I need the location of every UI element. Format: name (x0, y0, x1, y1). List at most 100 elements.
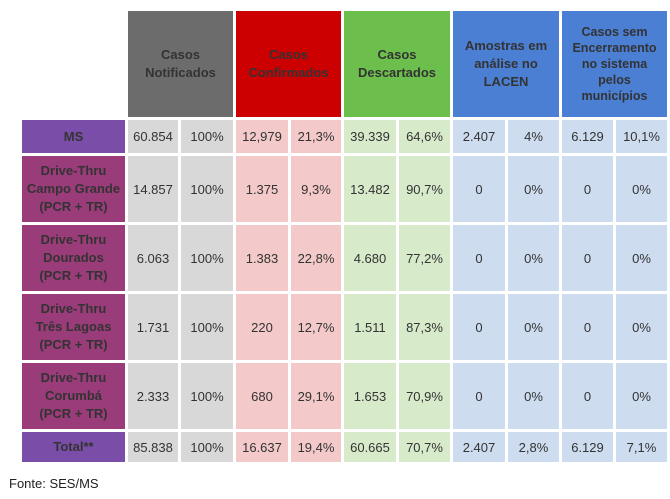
table-cell-encerramento-percent: 7,1% (616, 432, 667, 462)
column-header-descartados: Casos Descartados (344, 11, 450, 117)
table-cell-notificados-percent: 100% (181, 120, 233, 153)
table-cell-descartados-count: 60.665 (344, 432, 396, 462)
table-cell-confirmados-count: 12,979 (236, 120, 288, 153)
row-label: MS (22, 120, 125, 153)
table-cell-descartados-count: 4.680 (344, 225, 396, 291)
row-label: Drive-Thru Três Lagoas (PCR + TR) (22, 294, 125, 360)
table-row: Drive-Thru Três Lagoas (PCR + TR) 1.731 100%… (22, 294, 667, 360)
column-header-line: Casos (377, 47, 417, 62)
column-header-line: Casos (160, 47, 201, 62)
row-label-line: Drive-Thru (40, 370, 107, 385)
table-cell-encerramento-percent: 0% (616, 294, 667, 360)
column-header-line: municípios (581, 89, 648, 103)
column-header-line: Casos sem (581, 25, 648, 39)
table-row: MS 60.854 100% 12,979 21,3% 39.339 64,6% 2.407 4… (22, 120, 667, 153)
column-header-line: Amostras em (464, 38, 548, 53)
table-cell-encerramento-percent: 0% (616, 225, 667, 291)
table-cell-descartados-percent: 90,7% (399, 156, 450, 222)
table-cell-notificados-count: 60.854 (128, 120, 178, 153)
table-cell-confirmados-percent: 21,3% (291, 120, 341, 153)
table-cell-notificados-percent: 100% (181, 363, 233, 429)
header-corner (22, 11, 125, 117)
column-header-line: Confirmados (248, 65, 329, 80)
column-header-line: análise no (474, 56, 538, 71)
row-label: Drive-Thru Dourados (PCR + TR) (22, 225, 125, 291)
row-label-line: Drive-Thru (40, 301, 107, 316)
row-label: Total** (22, 432, 125, 462)
table-cell-notificados-percent: 100% (181, 225, 233, 291)
row-label-line: (PCR + TR) (39, 199, 108, 214)
table-cell-confirmados-count: 220 (236, 294, 288, 360)
table-cell-encerramento-count: 0 (562, 363, 613, 429)
table-cell-descartados-percent: 70,7% (399, 432, 450, 462)
table-cell-descartados-count: 13.482 (344, 156, 396, 222)
table-row: Drive-Thru Campo Grande (PCR + TR) 14.857 10… (22, 156, 667, 222)
table-cell-lacen-percent: 0% (508, 294, 559, 360)
table-cell-notificados-percent: 100% (181, 156, 233, 222)
column-header-confirmados: Casos Confirmados (236, 11, 341, 117)
row-label-line: Total** (53, 439, 94, 454)
table-cell-confirmados-percent: 9,3% (291, 156, 341, 222)
column-header-encerramento: Casos sem Encerramento no sistema pelos muni… (562, 11, 667, 117)
row-label-line: Drive-Thru (40, 232, 107, 247)
row-label-line: Dourados (43, 250, 104, 265)
row-label-line: Drive-Thru (40, 163, 107, 178)
table-cell-lacen-count: 2.407 (453, 432, 505, 462)
table-cell-confirmados-count: 1.383 (236, 225, 288, 291)
table-cell-lacen-count: 0 (453, 363, 505, 429)
table-cell-descartados-percent: 77,2% (399, 225, 450, 291)
row-label-line: (PCR + TR) (39, 406, 108, 421)
table-cell-encerramento-count: 0 (562, 156, 613, 222)
table-cell-descartados-count: 39.339 (344, 120, 396, 153)
table-cell-encerramento-count: 6.129 (562, 120, 613, 153)
row-label-line: MS (63, 128, 84, 144)
table-cell-descartados-percent: 64,6% (399, 120, 450, 153)
column-header-lacen: Amostras em análise no LACEN (453, 11, 559, 117)
table-cell-notificados-count: 85.838 (128, 432, 178, 462)
column-header-line: Notificados (145, 65, 216, 80)
table-cell-notificados-percent: 100% (181, 432, 233, 462)
row-label-line: (PCR + TR) (39, 337, 108, 352)
table-cell-lacen-count: 2.407 (453, 120, 505, 153)
table-cell-lacen-count: 0 (453, 225, 505, 291)
table-cell-confirmados-percent: 29,1% (291, 363, 341, 429)
table-cell-confirmados-percent: 22,8% (291, 225, 341, 291)
table-cell-confirmados-count: 680 (236, 363, 288, 429)
table-cell-notificados-count: 1.731 (128, 294, 178, 360)
table-cell-lacen-percent: 0% (508, 156, 559, 222)
header-row: Casos Notificados Casos Confirmados Casos Des… (22, 11, 667, 117)
table-cell-encerramento-count: 6.129 (562, 432, 613, 462)
table-cell-lacen-percent: 0% (508, 363, 559, 429)
table-cell-confirmados-percent: 12,7% (291, 294, 341, 360)
row-label-line: (PCR + TR) (39, 268, 108, 283)
table-cell-encerramento-percent: 10,1% (616, 120, 667, 153)
table-cell-descartados-count: 1.511 (344, 294, 396, 360)
table-row: Drive-Thru Corumbá (PCR + TR) 2.333 100% 680 2… (22, 363, 667, 429)
column-header-line: no sistema (581, 57, 648, 71)
table-cell-confirmados-percent: 19,4% (291, 432, 341, 462)
column-header-notificados: Casos Notificados (128, 11, 233, 117)
table-cell-notificados-count: 6.063 (128, 225, 178, 291)
column-header-line: pelos (598, 73, 631, 87)
covid-cases-table: Casos Notificados Casos Confirmados Casos Des… (19, 8, 670, 465)
table-cell-notificados-count: 14.857 (128, 156, 178, 222)
source-note: Fonte: SES/MS (9, 476, 99, 491)
table-cell-encerramento-count: 0 (562, 294, 613, 360)
table-cell-notificados-percent: 100% (181, 294, 233, 360)
table-cell-encerramento-percent: 0% (616, 156, 667, 222)
table-cell-lacen-count: 0 (453, 156, 505, 222)
table-cell-confirmados-count: 1.375 (236, 156, 288, 222)
table-cell-descartados-percent: 87,3% (399, 294, 450, 360)
column-header-line: Encerramento (572, 41, 657, 55)
table-cell-confirmados-count: 16.637 (236, 432, 288, 462)
table-cell-encerramento-count: 0 (562, 225, 613, 291)
row-label-line: Três Lagoas (35, 319, 112, 334)
column-header-line: LACEN (483, 74, 529, 89)
table-cell-notificados-count: 2.333 (128, 363, 178, 429)
row-label: Drive-Thru Campo Grande (PCR + TR) (22, 156, 125, 222)
table-cell-lacen-percent: 4% (508, 120, 559, 153)
table-cell-descartados-percent: 70,9% (399, 363, 450, 429)
table-cell-descartados-count: 1.653 (344, 363, 396, 429)
row-label: Drive-Thru Corumbá (PCR + TR) (22, 363, 125, 429)
table-cell-encerramento-percent: 0% (616, 363, 667, 429)
